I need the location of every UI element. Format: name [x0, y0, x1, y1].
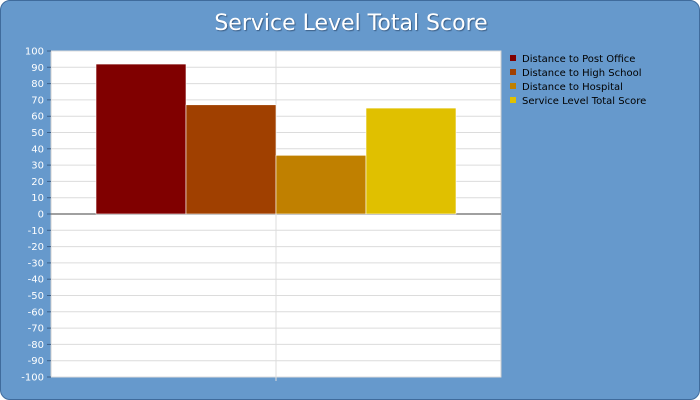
y-tick-label: 60: [31, 112, 44, 123]
y-tick-label: 20: [31, 177, 44, 188]
y-tick-label: 0: [38, 210, 44, 221]
y-tick-label: 40: [31, 144, 44, 155]
legend: Distance to Post Office Distance to High …: [510, 53, 646, 109]
y-tick-label: -50: [28, 291, 44, 302]
y-tick-label: -70: [28, 324, 44, 335]
bar-distance-to-high-school: [185, 104, 277, 215]
legend-label: Distance to Post Office: [522, 54, 636, 65]
y-tick-label: 10: [31, 193, 44, 204]
legend-item: Distance to Hospital: [510, 81, 646, 95]
legend-item: Distance to High School: [510, 67, 646, 81]
bar-service-level-total-score: [365, 107, 457, 215]
y-tick-label: 100: [25, 47, 44, 58]
y-tick-label: -90: [28, 356, 44, 367]
bar-distance-to-post-office: [95, 63, 187, 215]
y-tick-label: -80: [28, 340, 44, 351]
y-tick-label: 90: [31, 63, 44, 74]
legend-label: Service Level Total Score: [522, 96, 647, 107]
chart-title: Service Level Total Score: [214, 11, 488, 36]
y-tick-label: 50: [31, 128, 44, 139]
legend-label: Distance to Hospital: [522, 82, 623, 93]
y-tick-label: -20: [28, 242, 44, 253]
y-tick-label: -40: [28, 275, 44, 286]
y-tick-label: -10: [28, 226, 44, 237]
y-axis: 1009080706050403020100-10-20-30-40-50-60…: [21, 47, 51, 384]
y-tick-label: -100: [21, 373, 44, 384]
y-tick-label: 80: [31, 79, 44, 90]
legend-swatch: [510, 97, 516, 103]
legend-label: Distance to High School: [522, 68, 642, 79]
legend-swatch: [510, 69, 516, 75]
y-tick-label: -60: [28, 307, 44, 318]
y-tick-label: 30: [31, 161, 44, 172]
bars: [95, 63, 457, 215]
legend-item: Distance to Post Office: [510, 53, 646, 67]
legend-item: Service Level Total Score: [510, 95, 646, 109]
y-tick-label: -30: [28, 258, 44, 269]
bar-distance-to-hospital: [275, 155, 367, 215]
y-tick-label: 70: [31, 95, 44, 106]
legend-swatch: [510, 55, 516, 61]
legend-swatch: [510, 83, 516, 89]
